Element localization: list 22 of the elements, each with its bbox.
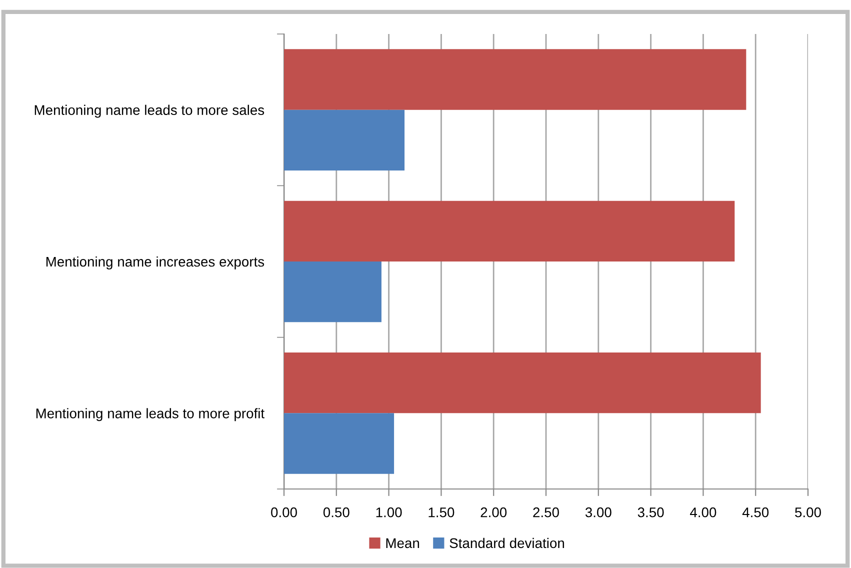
y-tick-label: Mentioning name leads to more sales [34, 104, 264, 118]
x-tick-label: 3.50 [638, 507, 664, 518]
bar [284, 352, 761, 414]
y-tick-label: Mentioning name increases exports [46, 256, 264, 270]
bar [284, 262, 382, 322]
bar [284, 413, 394, 474]
legend-label: Mean [386, 538, 420, 548]
x-tick-label: 5.00 [795, 507, 821, 518]
bar [284, 49, 746, 110]
x-tick-label: 1.00 [376, 507, 402, 518]
x-tick-label: 3.00 [585, 507, 612, 518]
x-tick-label: 4.00 [690, 507, 716, 518]
x-tick-label: 0.50 [323, 507, 350, 518]
x-tick-label: 4.50 [742, 507, 769, 518]
x-tick-label: 2.00 [480, 507, 507, 518]
x-tick-label: 1.50 [428, 507, 454, 518]
legend-label: Standard deviation [450, 538, 564, 548]
bar [284, 200, 735, 262]
bar [284, 110, 405, 170]
y-tick-label: Mentioning name leads to more profit [36, 408, 264, 422]
x-tick-label: 0.00 [271, 507, 297, 518]
x-tick-label: 2.50 [533, 507, 559, 518]
